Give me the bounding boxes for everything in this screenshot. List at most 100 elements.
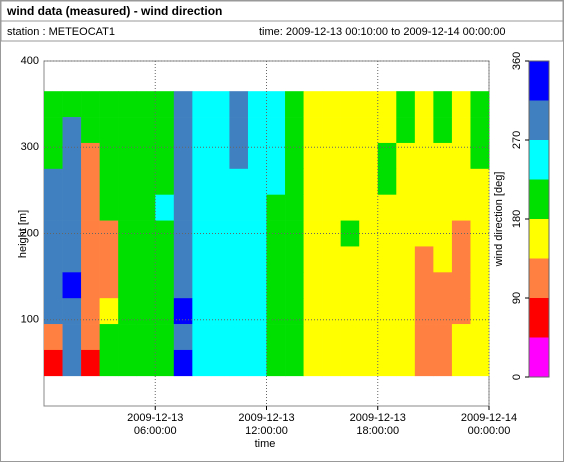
heatmap-cell (377, 220, 397, 247)
heatmap-cell (303, 349, 323, 377)
heatmap-cell (155, 117, 175, 144)
heatmap-cell (285, 142, 304, 170)
heatmap-cell (285, 220, 304, 247)
heatmap-cell (247, 298, 267, 325)
heatmap-cell (173, 168, 193, 195)
heatmap-cell (192, 298, 212, 325)
heatmap-cell (322, 298, 341, 325)
heatmap-cell (285, 324, 304, 351)
heatmap-cell (247, 142, 267, 170)
heatmap-cell (173, 117, 193, 144)
heatmap-cell (44, 324, 63, 351)
heatmap-cell (192, 168, 212, 195)
heatmap-cell (285, 272, 304, 299)
heatmap-cell (266, 142, 286, 170)
heatmap-cell (210, 194, 230, 221)
heatmap-cell (470, 324, 490, 351)
heatmap-cell (99, 349, 119, 377)
heatmap-cell (247, 168, 267, 195)
heatmap-cell (81, 298, 100, 325)
heatmap-cell (266, 91, 286, 118)
heatmap-cell (303, 117, 323, 144)
heatmap-cell (285, 91, 304, 118)
heatmap-cell (322, 246, 341, 273)
heatmap-cell (81, 324, 100, 351)
heatmap-cell (118, 298, 138, 325)
heatmap-cell (136, 349, 156, 377)
heatmap-cell (173, 349, 193, 377)
heatmap-cell (451, 246, 471, 273)
heatmap-cell (192, 142, 212, 170)
heatmap-cell (99, 91, 119, 118)
y-tick-label: 200 (21, 227, 39, 239)
heatmap-cell (396, 142, 416, 170)
heatmap-cell (433, 194, 453, 221)
y-tick-label: 100 (21, 314, 39, 326)
heatmap-cell (414, 349, 434, 377)
y-tick-label: 300 (21, 141, 39, 153)
heatmap-cell (451, 91, 471, 118)
x-tick-label: 2009-12-14 00:00:00 (460, 412, 518, 437)
colorbar-label: wind direction [deg] (493, 172, 505, 268)
heatmap-cell (99, 324, 119, 351)
heatmap-cell (44, 272, 63, 299)
heatmap-cell (99, 220, 119, 247)
heatmap-cell (470, 117, 490, 144)
heatmap-cell (210, 220, 230, 247)
heatmap-cell (451, 117, 471, 144)
heatmap-cell (470, 91, 490, 118)
heatmap-cell (155, 298, 175, 325)
heatmap-cell (62, 117, 82, 144)
x-tick-label: 2009-12-13 18:00:00 (349, 412, 406, 437)
colorbar-bin (529, 100, 549, 140)
heatmap-cell (303, 168, 323, 195)
heatmap-cell (470, 246, 490, 273)
heatmap-cell (118, 142, 138, 170)
chart-title: wind data (measured) - wind direction (6, 4, 222, 18)
heatmap-cell (359, 324, 379, 351)
heatmap-cell (155, 91, 175, 118)
colorbar-tick-label: 180 (511, 210, 523, 228)
heatmap-cell (266, 246, 286, 273)
heatmap-cell (433, 220, 453, 247)
heatmap-cell (359, 194, 379, 221)
heatmap-cell (470, 298, 490, 325)
heatmap-cell (247, 246, 267, 273)
heatmap-cell (118, 168, 138, 195)
heatmap-cell (44, 91, 63, 118)
heatmap-cell (247, 117, 267, 144)
heatmap-cell (266, 324, 286, 351)
heatmap-cell (229, 298, 249, 325)
heatmap-cell (266, 117, 286, 144)
heatmap-cell (414, 194, 434, 221)
heatmap-cell (118, 117, 138, 144)
heatmap-cell (470, 142, 490, 170)
heatmap-cell (136, 272, 156, 299)
heatmap-cell (470, 272, 490, 299)
heatmap-cell (81, 272, 100, 299)
heatmap-cell (285, 117, 304, 144)
heatmap-cell (210, 91, 230, 118)
heatmap-cell (173, 194, 193, 221)
heatmap-cell (377, 117, 397, 144)
heatmap-cell (229, 349, 249, 377)
info-bar (1, 20, 563, 42)
heatmap-cell (377, 194, 397, 221)
heatmap-cell (210, 168, 230, 195)
heatmap-cell (155, 246, 175, 273)
heatmap-cell (62, 91, 82, 118)
heatmap-cell (192, 117, 212, 144)
heatmap-cell (340, 272, 360, 299)
heatmap-cell (433, 324, 453, 351)
heatmap-cell (322, 220, 341, 247)
heatmap-cell (340, 142, 360, 170)
heatmap-cell (99, 194, 119, 221)
heatmap-cell (377, 91, 397, 118)
heatmap-cell (396, 272, 416, 299)
heatmap-cell (377, 324, 397, 351)
heatmap-cell (396, 168, 416, 195)
heatmap-cell (340, 324, 360, 351)
heatmap-cell (303, 91, 323, 118)
heatmap-cell (192, 272, 212, 299)
heatmap-cell (44, 298, 63, 325)
